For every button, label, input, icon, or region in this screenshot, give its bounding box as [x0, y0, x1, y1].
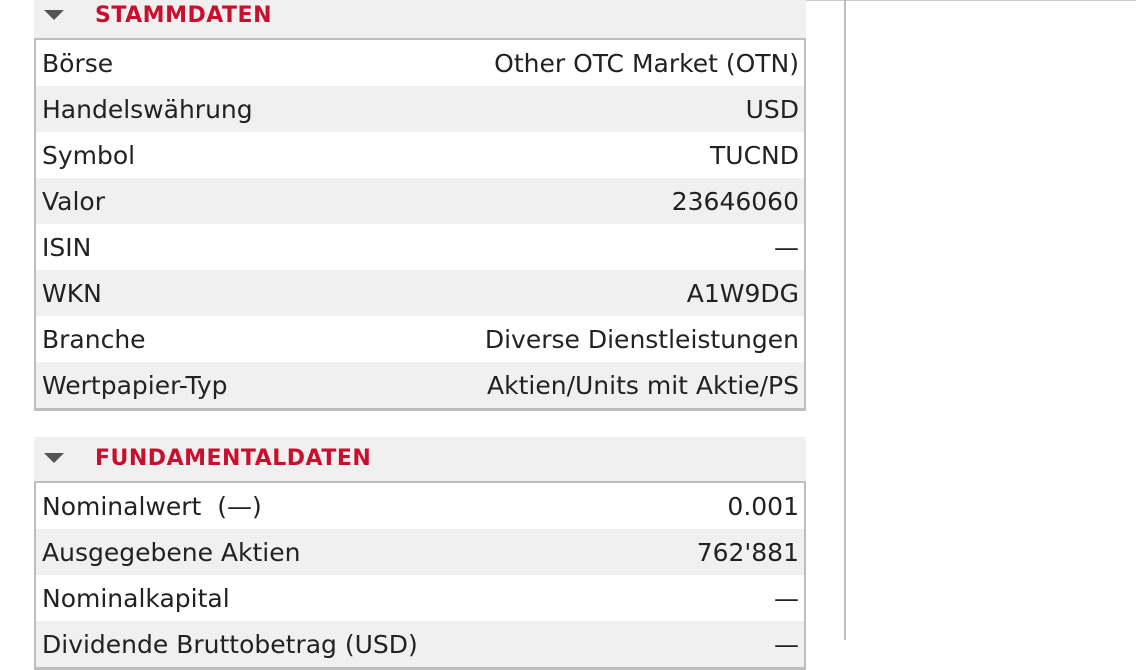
- section-header[interactable]: FUNDAMENTALDATEN: [34, 437, 806, 481]
- table-row: Börse Other OTC Market (OTN): [36, 40, 804, 86]
- row-label: Handelswährung: [42, 94, 253, 124]
- table-row: Handelswährung USD: [36, 86, 804, 132]
- section: STAMMDATEN Börse Other OTC Market (OTN) Han…: [34, 0, 806, 411]
- section-title: STAMMDATEN: [95, 3, 272, 28]
- row-value: 762'881: [696, 537, 799, 567]
- section-title: FUNDAMENTALDATEN: [95, 446, 372, 471]
- collapse-toggle[interactable]: [44, 10, 64, 20]
- data-table: Börse Other OTC Market (OTN) Handelswährun…: [34, 38, 806, 411]
- row-label: ISIN: [42, 232, 92, 262]
- table-row: Ausgegebene Aktien 762'881: [36, 529, 804, 575]
- row-label: Nominalkapital: [42, 583, 230, 613]
- row-label: Wertpapier-Typ: [42, 370, 228, 400]
- row-label: Dividende Bruttobetrag (USD): [42, 629, 418, 659]
- row-value: —: [774, 583, 799, 613]
- row-value: USD: [745, 94, 799, 124]
- divider: [806, 0, 1136, 1]
- table-row: Dividende Bruttobetrag (USD) —: [36, 621, 804, 667]
- row-label: WKN: [42, 278, 102, 308]
- row-label: Branche: [42, 324, 146, 354]
- table-row: ISIN —: [36, 224, 804, 270]
- table-row: WKN A1W9DG: [36, 270, 804, 316]
- row-value: Other OTC Market (OTN): [494, 48, 799, 78]
- row-value: Aktien/Units mit Aktie/PS: [487, 370, 799, 400]
- row-label: Börse: [42, 48, 114, 78]
- table-row: Valor 23646060: [36, 178, 804, 224]
- row-value: Diverse Dienstleistungen: [484, 324, 799, 354]
- data-table: Nominalwert (—) 0.001 Ausgegebene Aktien 76…: [34, 481, 806, 670]
- table-row: Nominalkapital —: [36, 575, 804, 621]
- page: STAMMDATEN Börse Other OTC Market (OTN) Han…: [34, 0, 1136, 670]
- row-value: TUCND: [710, 140, 799, 170]
- table-row: Nominalwert (—) 0.001: [36, 483, 804, 529]
- table-row: Symbol TUCND: [36, 132, 804, 178]
- table-row: Branche Diverse Dienstleistungen: [36, 316, 804, 362]
- section-header[interactable]: STAMMDATEN: [34, 0, 806, 38]
- row-value: 23646060: [671, 186, 799, 216]
- row-value: A1W9DG: [686, 278, 799, 308]
- row-value: 0.001: [727, 491, 799, 521]
- divider: [844, 0, 846, 640]
- row-label: Ausgegebene Aktien: [42, 537, 301, 567]
- row-value: —: [774, 232, 799, 262]
- row-value: —: [774, 629, 799, 659]
- table-row: Wertpapier-Typ Aktien/Units mit Aktie/PS: [36, 362, 804, 408]
- row-label: Valor: [42, 186, 106, 216]
- row-label: Symbol: [42, 140, 136, 170]
- collapse-toggle[interactable]: [44, 453, 64, 463]
- section: FUNDAMENTALDATEN Nominalwert (—) 0.001 Ausg…: [34, 437, 806, 670]
- row-label: Nominalwert (—): [42, 491, 262, 521]
